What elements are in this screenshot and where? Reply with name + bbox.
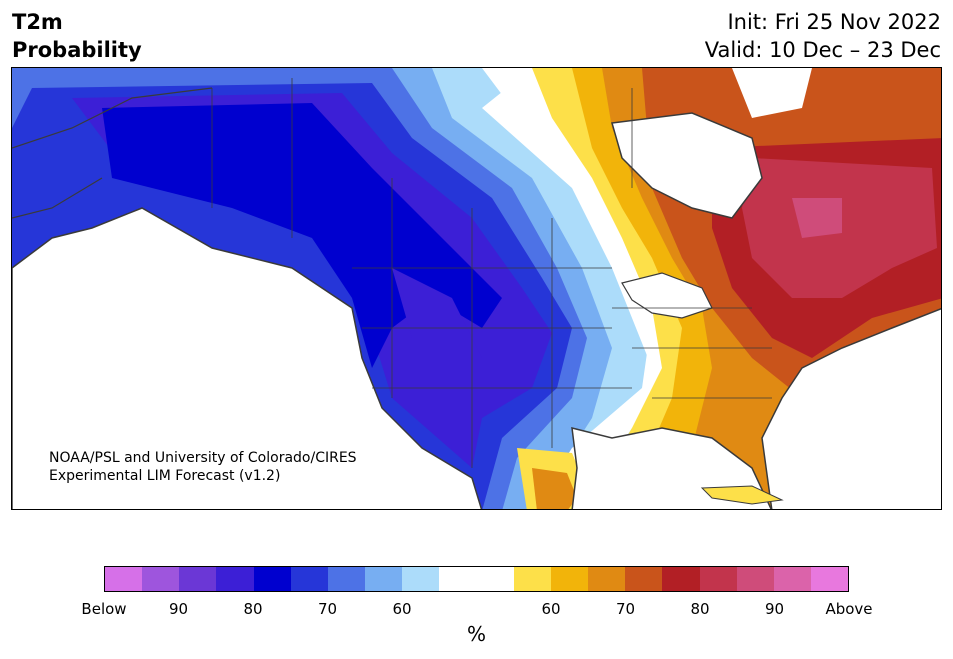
credit-text: NOAA/PSL and University of Colorado/CIRE…	[49, 449, 357, 485]
title-line-1: T2m	[12, 10, 63, 34]
colorbar-tick-label: 90	[764, 600, 785, 618]
credit-line-2: Experimental LIM Forecast (v1.2)	[49, 468, 281, 484]
great-lakes	[621, 272, 713, 319]
political-boundaries	[211, 78, 772, 468]
near-normal-band	[482, 68, 672, 509]
pacific-ocean	[12, 207, 483, 509]
warm-pocket-mexico-inner	[532, 468, 577, 509]
map-title: T2m Probability	[12, 8, 142, 64]
colorbar-segment	[216, 567, 254, 591]
colorbar-tick-label: 70	[317, 600, 338, 618]
colorbar-segment	[476, 567, 514, 591]
colorbar-segment	[773, 567, 811, 591]
credit-line-1: NOAA/PSL and University of Colorado/CIRE…	[49, 450, 357, 466]
init-date: Init: Fri 25 Nov 2022	[727, 10, 941, 34]
colorbar-segment	[513, 567, 551, 591]
map-canvas	[12, 68, 941, 509]
colorbar-segment	[736, 567, 774, 591]
colorbar-tick-label: 80	[243, 600, 263, 618]
colorbar-tick-label: Above	[825, 600, 873, 618]
colorbar-segment	[365, 567, 403, 591]
warm-max	[792, 198, 842, 238]
colorbar-units: %	[466, 622, 486, 646]
colorbar-segment	[105, 567, 143, 591]
probability-colorbar	[104, 566, 849, 592]
colorbar-segment	[550, 567, 589, 591]
colorbar-tick-label: 60	[392, 600, 412, 618]
colorbar-segment	[142, 567, 180, 591]
colorbar-segment	[810, 567, 849, 591]
colorbar-segment	[253, 567, 291, 591]
colorbar-labels: Below 90 80 70 60 60 70 80 90 Above	[0, 600, 953, 620]
colorbar-segment	[290, 567, 328, 591]
cold-pocket	[392, 268, 482, 378]
title-line-2: Probability	[12, 38, 142, 62]
atlantic-ocean	[761, 307, 941, 509]
colorbar-tick-label: 80	[690, 600, 710, 618]
forecast-dates: Init: Fri 25 Nov 2022 Valid: 10 Dec – 23…	[705, 8, 941, 64]
colorbar-tick-label: 60	[541, 600, 561, 618]
alaska-outline	[12, 87, 213, 219]
colorbar-segment	[625, 567, 663, 591]
colorbar-tick-label: 70	[615, 600, 636, 618]
colorbar-segment	[402, 567, 440, 591]
colorbar-segment	[179, 567, 217, 591]
greenland-white	[732, 68, 812, 118]
colorbar-segment	[662, 567, 700, 591]
forecast-map	[11, 67, 942, 510]
colorbar-segment	[699, 567, 737, 591]
colorbar-tick-label: Below	[81, 600, 127, 618]
valid-date: Valid: 10 Dec – 23 Dec	[704, 38, 941, 62]
colorbar-segment	[327, 567, 366, 591]
colorbar-segment	[588, 567, 626, 591]
colorbar-segment	[439, 567, 477, 591]
colorbar-tick-label: 90	[168, 600, 189, 618]
cuba-outline	[700, 485, 784, 505]
